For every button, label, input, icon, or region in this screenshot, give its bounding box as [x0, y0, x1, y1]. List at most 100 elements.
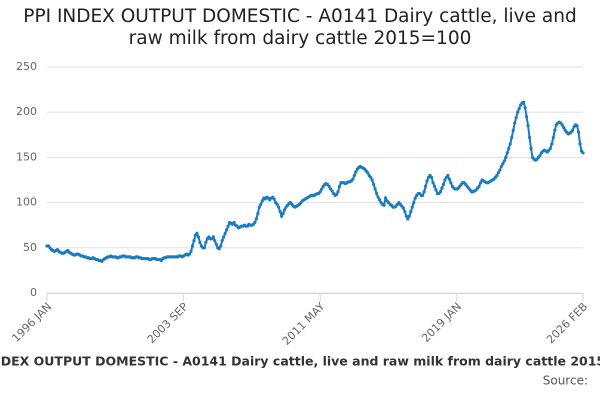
- point: [550, 142, 554, 146]
- point: [449, 181, 453, 185]
- point: [189, 249, 193, 254]
- point: [578, 142, 582, 146]
- point: [383, 196, 388, 200]
- point: [220, 238, 224, 243]
- point: [517, 106, 521, 111]
- point: [446, 173, 450, 178]
- point: [370, 178, 374, 182]
- point: [219, 244, 223, 248]
- point: [431, 181, 435, 185]
- point: [410, 205, 414, 209]
- point: [407, 214, 411, 218]
- point: [562, 125, 566, 130]
- point: [413, 196, 417, 200]
- point: [222, 235, 226, 239]
- y-tick-label: 100: [16, 196, 37, 209]
- point: [278, 210, 282, 214]
- chart-title: PPI INDEX OUTPUT DOMESTIC - A0141 Dairy …: [23, 6, 577, 49]
- point: [508, 142, 512, 146]
- point: [429, 175, 434, 179]
- point: [406, 217, 410, 221]
- point: [507, 146, 511, 150]
- point: [351, 177, 355, 181]
- y-tick-label: 0: [30, 286, 37, 299]
- point: [352, 173, 356, 178]
- point: [576, 130, 581, 134]
- point: [275, 202, 279, 207]
- point: [421, 193, 425, 197]
- point: [571, 128, 575, 132]
- point: [526, 124, 530, 128]
- point: [425, 179, 429, 183]
- point: [522, 100, 526, 104]
- point: [412, 201, 416, 205]
- point: [260, 199, 264, 203]
- line: [47, 100, 584, 263]
- point: [279, 214, 284, 218]
- point: [187, 252, 192, 256]
- y-tick-label: 50: [23, 241, 37, 254]
- point: [226, 224, 230, 228]
- point: [504, 155, 508, 159]
- point: [327, 184, 331, 188]
- point: [443, 178, 447, 182]
- point: [510, 135, 514, 140]
- y-tick-label: 200: [16, 105, 37, 118]
- point: [198, 240, 202, 244]
- point: [447, 177, 451, 181]
- point: [253, 220, 257, 225]
- point: [477, 184, 481, 188]
- point: [282, 208, 287, 212]
- point: [499, 164, 503, 169]
- point: [495, 173, 499, 178]
- point: [336, 190, 340, 194]
- point: [527, 135, 532, 140]
- point: [438, 190, 443, 194]
- point: [440, 186, 444, 190]
- point: [369, 175, 373, 179]
- point: [254, 217, 258, 221]
- point: [560, 123, 564, 127]
- point: [211, 235, 215, 239]
- point: [581, 151, 585, 155]
- point: [441, 182, 446, 187]
- point: [403, 210, 407, 214]
- y-tick-label: 250: [16, 60, 37, 73]
- point: [376, 195, 380, 199]
- point: [213, 238, 217, 243]
- point: [538, 153, 542, 158]
- point: [320, 187, 324, 191]
- point: [195, 231, 199, 235]
- point: [217, 247, 221, 251]
- point: [524, 115, 529, 119]
- point: [377, 198, 382, 202]
- point: [330, 189, 334, 193]
- point: [223, 231, 227, 235]
- point: [196, 235, 201, 239]
- point: [498, 168, 502, 172]
- point: [401, 206, 405, 210]
- point: [516, 110, 520, 114]
- x-tick-label: 2019 JAN: [419, 300, 464, 345]
- x-tick-label: 2011 MAY: [280, 300, 328, 348]
- point: [190, 244, 195, 248]
- point: [422, 190, 426, 194]
- point: [214, 242, 218, 246]
- point: [375, 191, 379, 196]
- point: [575, 124, 579, 128]
- point: [272, 197, 276, 201]
- point: [281, 211, 285, 216]
- point: [478, 181, 483, 185]
- point: [232, 220, 236, 225]
- point: [404, 214, 408, 218]
- point: [523, 106, 527, 110]
- x-tick-label: 1996 JAN: [9, 300, 54, 345]
- source: Source:: [543, 374, 588, 388]
- point: [257, 205, 261, 209]
- point: [366, 171, 370, 175]
- point: [409, 210, 413, 214]
- point: [496, 171, 500, 175]
- point: [432, 184, 437, 188]
- y-tick-label: 150: [16, 150, 37, 163]
